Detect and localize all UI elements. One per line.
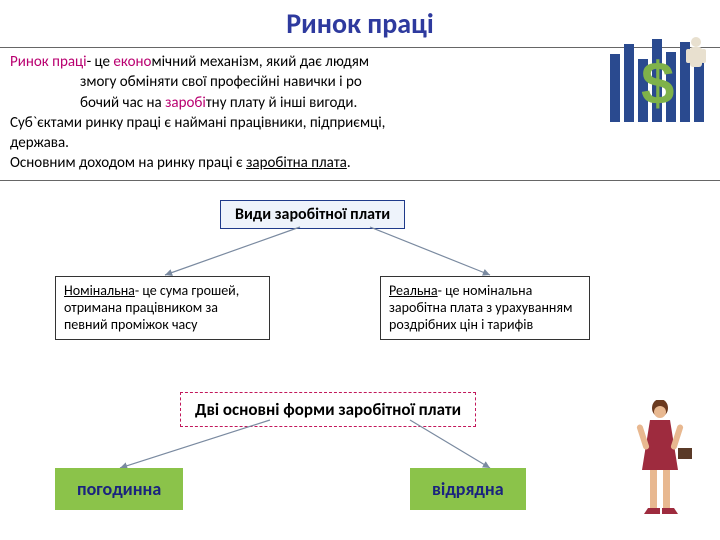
dollar-bars-icon: $ (606, 34, 716, 124)
connector-types-left (150, 225, 320, 280)
real-box: Реальна- це номінальна заробітна плата з… (380, 276, 590, 340)
svg-text:$: $ (641, 50, 674, 117)
piecework-box: відрядна (410, 468, 526, 510)
def-line-1: Ринок праці- це економічний механізм, як… (10, 53, 369, 71)
connector-types-right (360, 225, 530, 280)
nominal-title: Номінальна (64, 282, 135, 299)
def-line-2: змогу обміняти свої професійні навички і… (10, 72, 710, 92)
def-line-3: бочий час на заробітну плату й інші виго… (10, 93, 710, 113)
real-title: Реальна (389, 282, 438, 299)
businesswoman-icon (620, 400, 700, 530)
forms-header-box: Дві основні форми заробітної плати (180, 392, 476, 427)
types-header-box: Види заробітної плати (220, 200, 405, 229)
def-line-6: Основним доходом на ринку праці є заробі… (10, 153, 710, 173)
def-line-5: держава. (10, 133, 710, 153)
nominal-box: Номінальна- це сума грошей, отримана пра… (55, 276, 270, 340)
divider-bottom (0, 180, 720, 181)
hourly-box: погодинна (55, 468, 183, 510)
def-line-4: Суб`єктами ринку праці є наймані працівн… (10, 113, 710, 133)
